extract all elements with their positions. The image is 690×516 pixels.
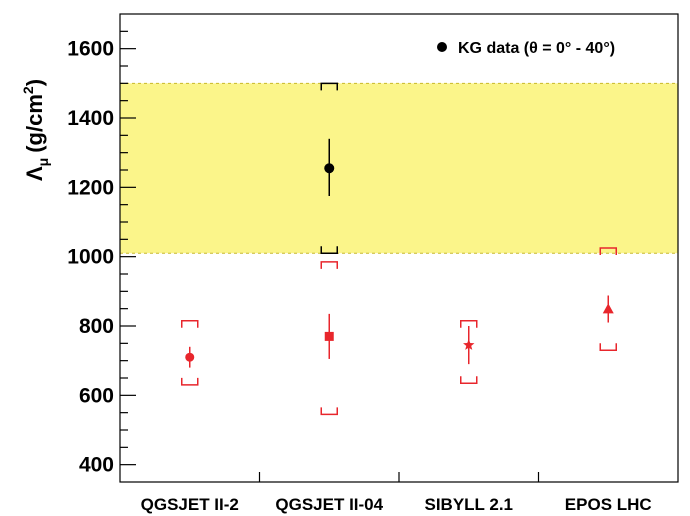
- category-label: SIBYLL 2.1: [425, 495, 514, 514]
- y-label-unit: (g/cm: [22, 94, 47, 153]
- model-sibyll-2-1-star-marker: [463, 339, 475, 350]
- y-label-sup: 2: [20, 86, 36, 94]
- model-epos-lhc-sys-upper-bracket: [599, 247, 617, 255]
- y-label-sub: μ: [35, 158, 51, 167]
- kg-data-sys-lower-bracket: [320, 246, 338, 254]
- category-label: EPOS LHC: [565, 495, 652, 514]
- y-tick-label: 800: [79, 315, 114, 338]
- y-axis-label: Λμ (g/cm2): [20, 79, 51, 181]
- legend: KG data (θ = 0° - 40°): [437, 40, 615, 57]
- y-tick-label: 1000: [67, 246, 114, 269]
- y-tick-label: 1600: [67, 38, 114, 61]
- kg-data-sys-upper-bracket: [320, 82, 338, 91]
- y-axis-ticks: 400 600 800 1000 1200 1400 1600: [67, 30, 540, 482]
- legend-marker: [437, 42, 447, 52]
- y-tick-label: 600: [79, 384, 114, 407]
- legend-label: KG data (θ = 0° - 40°): [458, 40, 615, 57]
- kg-band: [120, 83, 678, 254]
- model-qgsjet-ii-2-circle-marker: [185, 352, 195, 362]
- model-qgsjet-ii-04-sys-lower-bracket: [320, 407, 338, 416]
- model-qgsjet-ii-04-square-marker: [324, 331, 334, 341]
- model-sibyll-2-1-sys-lower-bracket: [460, 376, 478, 384]
- model-qgsjet-ii-2-sys-upper-bracket: [181, 320, 199, 328]
- category-label: QGSJET II-04: [275, 495, 383, 514]
- category-label: QGSJET II-2: [141, 495, 239, 514]
- y-tick-label: 1400: [67, 107, 114, 130]
- kg-data-point: [324, 163, 335, 174]
- category-labels: QGSJET II-2 QGSJET II-04 SIBYLL 2.1 EPOS LH…: [141, 495, 652, 514]
- model-sibyll-2-1-sys-upper-bracket: [460, 320, 478, 328]
- model-qgsjet-ii-04-sys-upper-bracket: [320, 261, 338, 269]
- y-label-symbol: Λ: [22, 166, 47, 181]
- model-epos-lhc-triangle-marker: [602, 303, 614, 314]
- band-layer: [120, 82, 678, 254]
- y-tick-label: 1200: [67, 176, 114, 199]
- y-label-close: ): [22, 79, 47, 86]
- data-marks: [181, 82, 617, 416]
- model-epos-lhc-sys-lower-bracket: [599, 343, 617, 352]
- y-tick-label: 400: [79, 454, 114, 477]
- model-qgsjet-ii-2-sys-lower-bracket: [181, 377, 199, 386]
